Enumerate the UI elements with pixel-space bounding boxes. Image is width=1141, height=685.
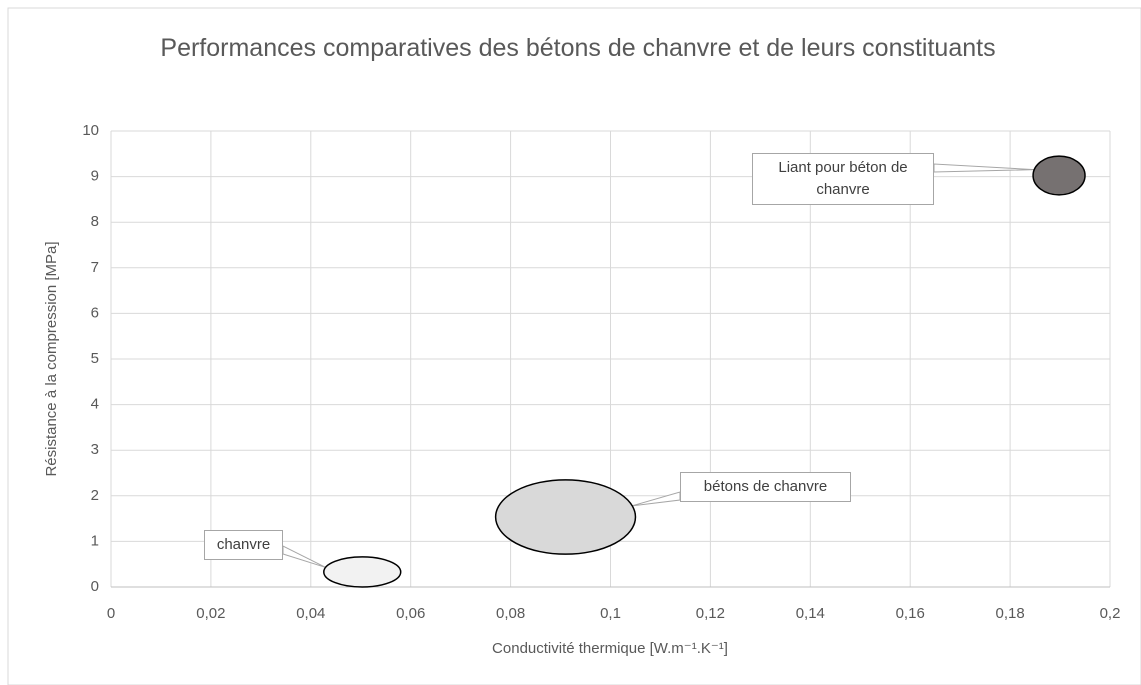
callout-label: chanvre [204,530,283,560]
x-tick-label: 0,18 [995,605,1024,622]
y-tick-label: 5 [91,350,99,367]
x-tick-label: 0,14 [796,605,825,622]
y-tick-label: 3 [91,441,99,458]
y-tick-label: 9 [91,168,99,185]
callout-label: bétons de chanvre [680,472,851,502]
x-tick-label: 0,2 [1100,605,1121,622]
x-axis-label: Conductivité thermique [W.m⁻¹.K⁻¹] [492,640,728,657]
y-tick-label: 4 [91,396,99,413]
x-tick-label: 0 [107,605,115,622]
range-ellipse [494,479,637,555]
range-ellipse [1032,155,1086,196]
y-tick-label: 10 [82,122,99,139]
callout-leader [631,491,681,507]
callout-label: Liant pour béton de chanvre [752,153,934,205]
chart-border [7,7,1141,685]
y-tick-label: 8 [91,213,99,230]
y-tick-label: 1 [91,532,99,549]
x-tick-label: 0,02 [196,605,225,622]
y-tick-label: 7 [91,259,99,276]
chart-title: Performances comparatives des bétons de … [160,34,996,62]
y-axis-label: Résistance à la compression [MPa] [43,241,60,476]
x-tick-label: 0,1 [600,605,621,622]
x-tick-label: 0,16 [896,605,925,622]
callout-leader [933,163,1035,173]
y-tick-label: 0 [91,578,99,595]
x-tick-label: 0,12 [696,605,725,622]
x-tick-label: 0,04 [296,605,325,622]
x-tick-label: 0,06 [396,605,425,622]
callout-leader [282,545,326,568]
x-tick-label: 0,08 [496,605,525,622]
range-ellipse [323,556,402,588]
y-tick-label: 2 [91,487,99,504]
y-tick-label: 6 [91,304,99,321]
